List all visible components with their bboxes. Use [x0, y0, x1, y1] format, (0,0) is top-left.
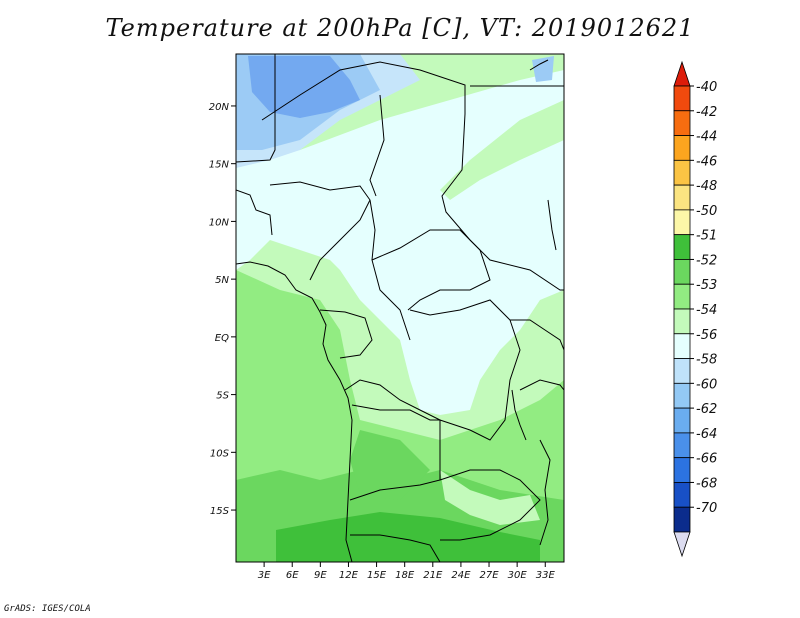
field-mild-ne — [440, 100, 564, 200]
colorbar-box — [673, 283, 691, 310]
colorbar-box — [673, 506, 691, 533]
colorbar-box — [673, 85, 691, 112]
map-frame — [235, 53, 565, 563]
border-tanzania — [519, 379, 564, 391]
border-north-2 — [261, 61, 564, 291]
field-warm-west — [236, 300, 300, 370]
border-gabon — [319, 309, 373, 359]
border-namibia — [350, 534, 441, 562]
lon-tick-label: 30E — [508, 570, 528, 581]
border-drc — [344, 299, 521, 441]
lon-tick-label: 12E — [339, 570, 359, 581]
colorbar-box — [673, 382, 691, 409]
colorbar-top-arrow — [673, 60, 691, 87]
colorbar-label: -54 — [696, 303, 717, 318]
colorbar-label: -51 — [696, 229, 717, 244]
colorbar-box — [673, 333, 691, 359]
lon-tick-label: 15E — [367, 570, 387, 581]
border-east-top — [529, 59, 549, 71]
map-title: Temperature at 200hPa [C], VT: 201901262… — [105, 14, 695, 42]
colorbar-box — [673, 407, 691, 434]
coastline-west — [236, 261, 353, 562]
lon-tick-label: 21E — [423, 570, 443, 581]
colorbar-box — [673, 110, 691, 136]
colorbar-box — [673, 159, 691, 186]
colorbar-label: -66 — [696, 452, 717, 467]
field-warmer-mid — [350, 430, 430, 500]
colorbar-box — [673, 482, 691, 508]
field-very-cold — [248, 56, 360, 118]
colorbar-label: -44 — [696, 130, 717, 145]
border-north-1 — [236, 54, 276, 163]
colorbar-label: -64 — [696, 427, 717, 442]
lat-tick-label: 5S — [216, 391, 229, 402]
country-borders — [236, 54, 564, 562]
lon-axis: 3E 6E 9E 12E 15E 18E 21E 24E 27E 30E 33E — [258, 562, 556, 581]
border-car — [371, 229, 491, 311]
colorbar: -40 -42 -44 -46 -48 -50 -51 -52 -53 -54 -56 -58 -60 -… — [673, 60, 717, 558]
border-libya-chad — [369, 94, 385, 197]
lon-tick-label: 18E — [395, 570, 415, 581]
colorbar-label: -53 — [696, 278, 717, 293]
field-cold-topright — [532, 56, 554, 82]
colorbar-label: -60 — [696, 377, 717, 392]
lon-tick-label: 24E — [451, 570, 471, 581]
field-mild-strip — [440, 470, 540, 525]
colorbar-bottom-arrow — [673, 531, 691, 558]
lat-tick-label: 20N — [209, 102, 230, 113]
lon-tick-label: 27E — [480, 570, 500, 581]
border-cameroon — [369, 199, 411, 341]
lon-tick-label: 6E — [286, 570, 299, 581]
colorbar-label: -56 — [696, 328, 717, 343]
lon-tick-label: 9E — [314, 570, 327, 581]
lon-tick-label: 33E — [536, 570, 556, 581]
colorbar-label: -70 — [696, 501, 717, 516]
colorbar-label: -58 — [696, 353, 717, 368]
colorbar-box — [673, 135, 691, 161]
colorbar-box — [673, 457, 691, 483]
border-east — [510, 319, 564, 351]
border-west-africa — [236, 189, 273, 236]
lat-tick-label: EQ — [215, 333, 229, 344]
colorbar-label: -52 — [696, 253, 717, 268]
colorbar-box — [673, 234, 691, 260]
lat-axis: 20N 15N 10N 5N EQ 5S 10S 15S — [209, 102, 236, 517]
border-angola — [349, 404, 441, 501]
lat-tick-label: 10S — [210, 448, 230, 459]
border-moz — [539, 439, 551, 546]
credit-text: GrADS: IGES/COLA — [4, 604, 91, 614]
colorbar-label: -62 — [696, 402, 717, 417]
colorbar-box — [673, 259, 691, 285]
lat-tick-label: 15N — [209, 160, 230, 171]
colorbar-box — [673, 308, 691, 335]
colorbar-box — [673, 432, 691, 459]
colorbar-label: -48 — [696, 179, 717, 194]
lake-tanganyika — [511, 389, 527, 441]
temperature-field — [236, 54, 564, 562]
colorbar-label: -46 — [696, 154, 717, 169]
border-zambia — [439, 469, 541, 541]
lat-tick-label: 15S — [210, 506, 230, 517]
colorbar-box — [673, 184, 691, 211]
lat-tick-label: 5N — [215, 275, 229, 286]
colorbar-label: -50 — [696, 204, 717, 219]
border-ethiopia — [547, 199, 557, 251]
lon-tick-label: 3E — [258, 570, 271, 581]
lat-tick-label: 10N — [209, 217, 230, 228]
colorbar-box — [673, 209, 691, 236]
colorbar-label: -68 — [696, 476, 717, 491]
colorbar-label: -42 — [696, 105, 717, 120]
field-warmest — [276, 512, 540, 562]
colorbar-label: -40 — [696, 80, 717, 95]
colorbar-box — [673, 358, 691, 384]
